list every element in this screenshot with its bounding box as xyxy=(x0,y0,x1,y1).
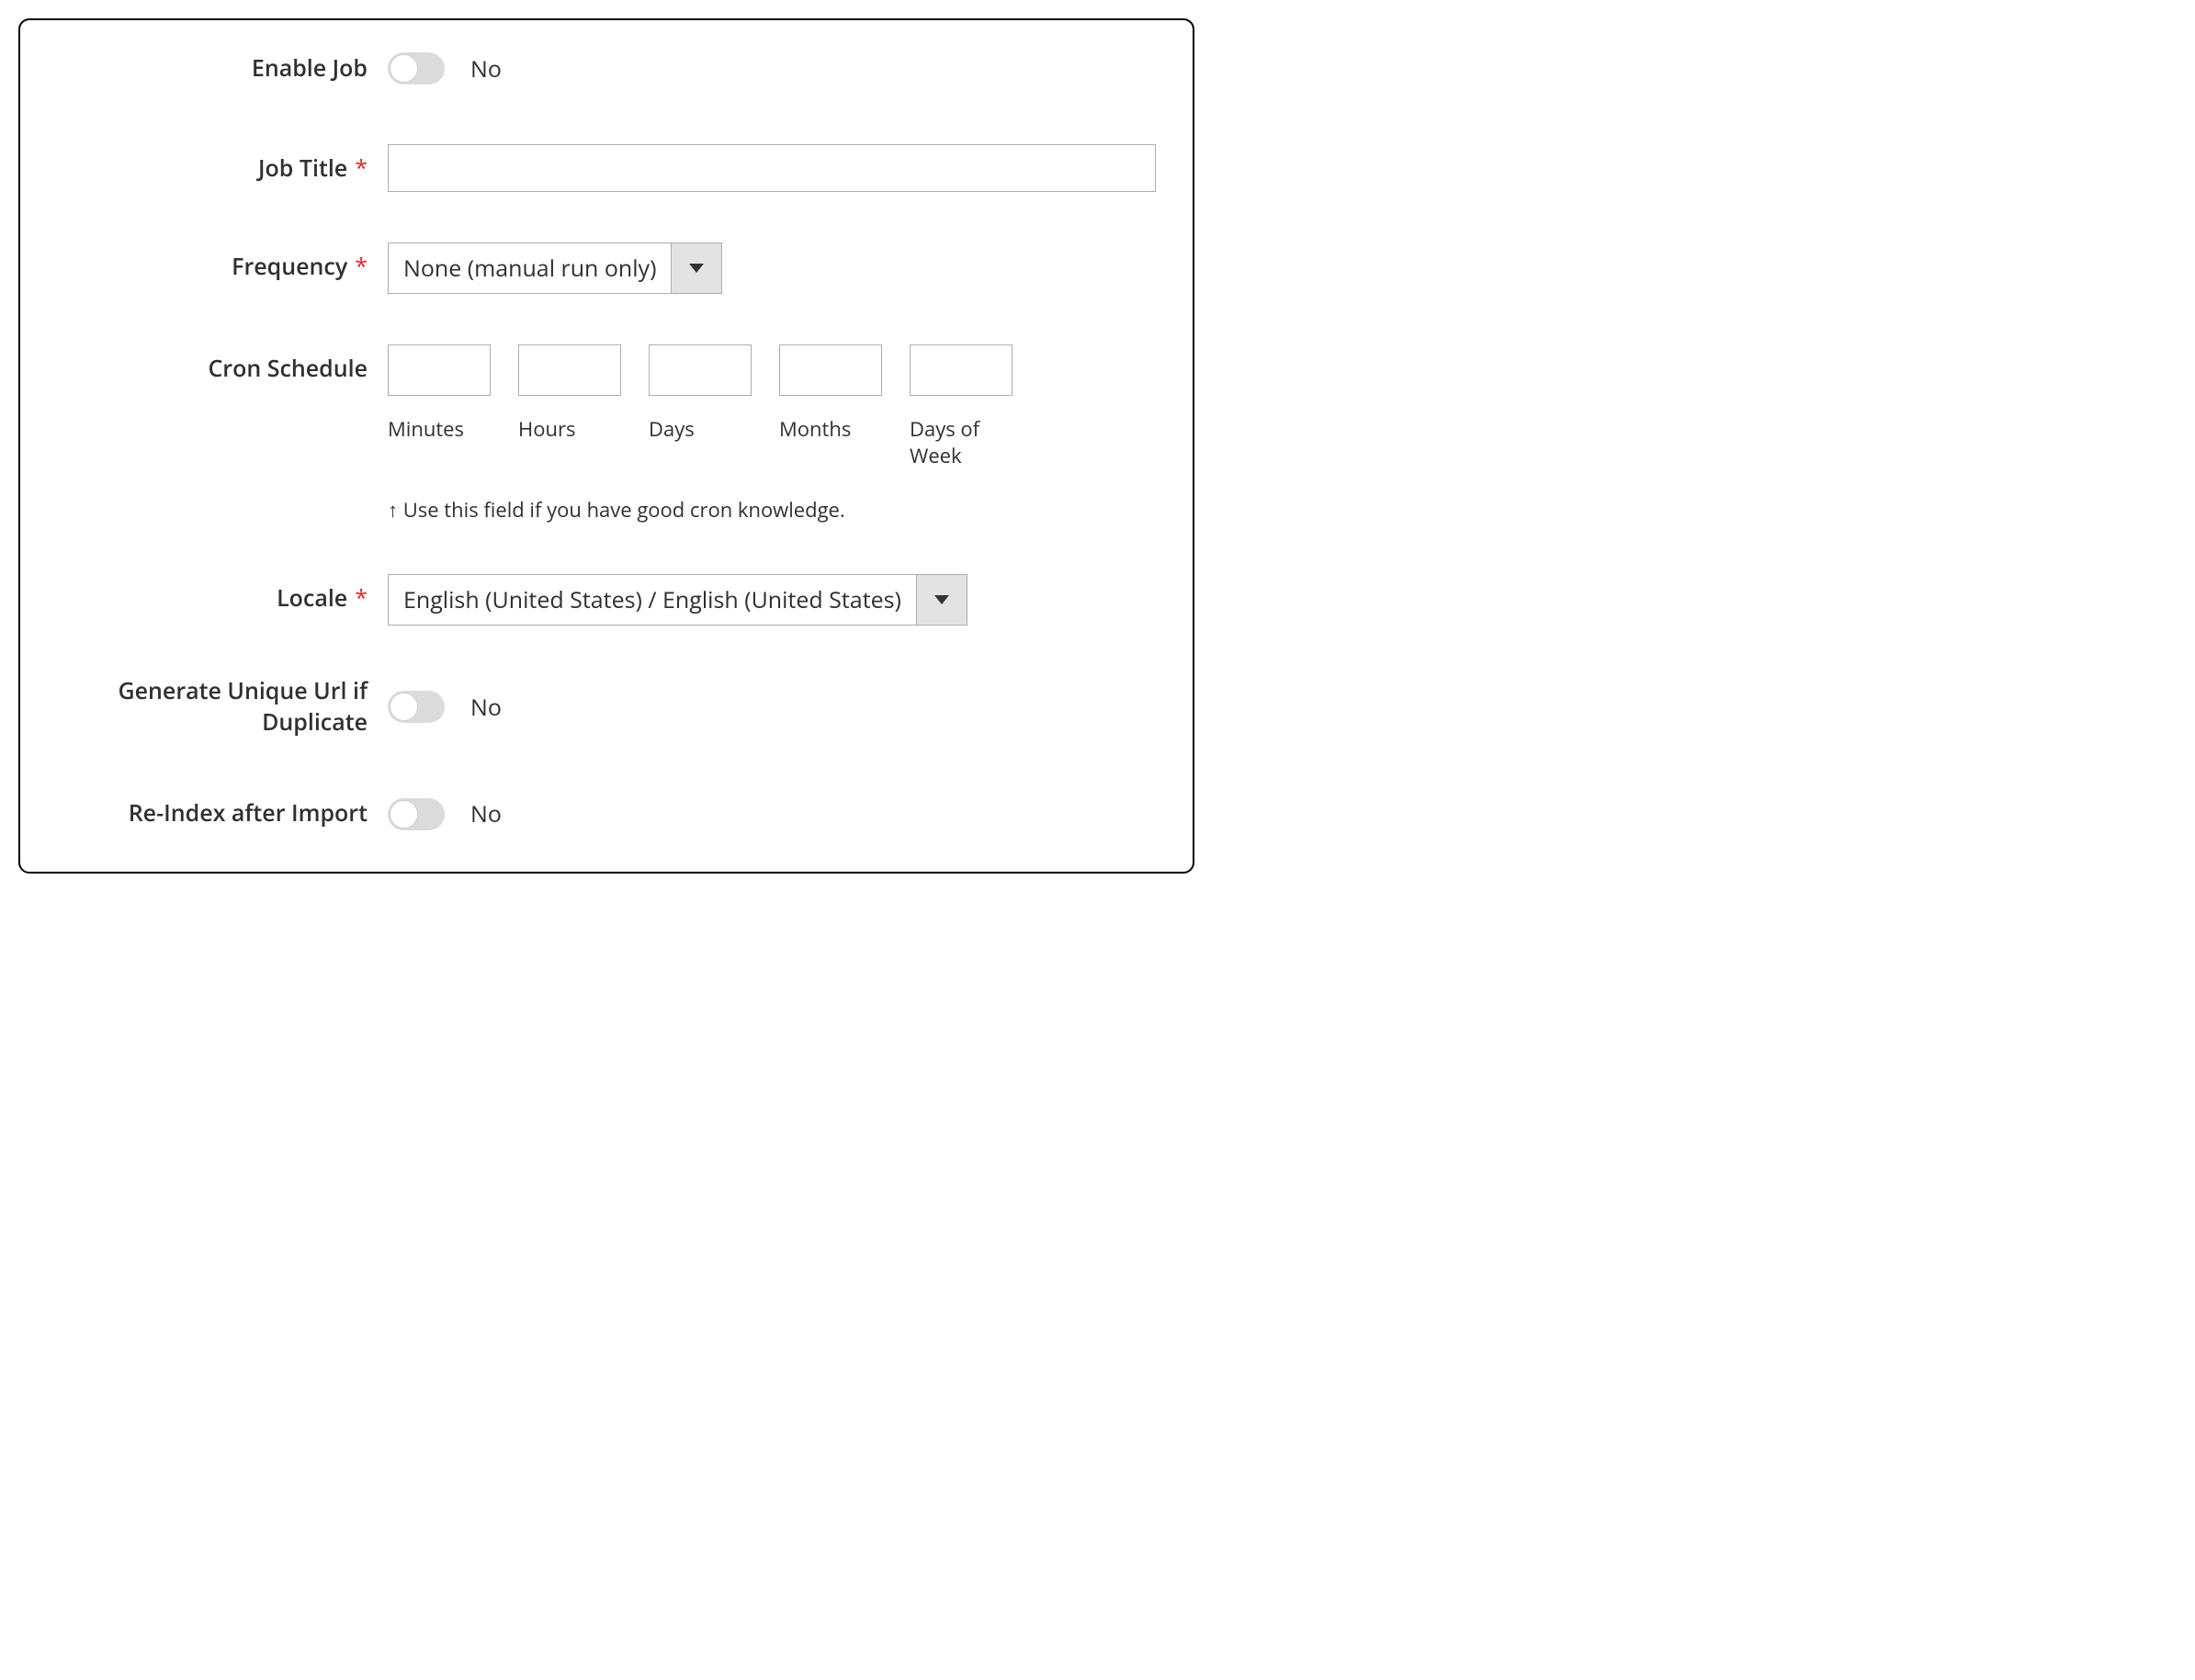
locale-label: Locale* xyxy=(57,574,388,614)
locale-select[interactable]: English (United States) / English (Unite… xyxy=(388,574,967,626)
cron-minutes-col: Minutes xyxy=(388,344,491,468)
generate-unique-url-value: No xyxy=(470,692,502,723)
frequency-select[interactable]: None (manual run only) xyxy=(388,242,722,294)
locale-value: English (United States) / English (Unite… xyxy=(388,574,916,626)
cron-dow-sublabel: Days of Week xyxy=(910,416,1013,468)
cron-hours-col: Hours xyxy=(518,344,621,468)
job-title-input[interactable] xyxy=(388,144,1156,192)
enable-job-label: Enable Job xyxy=(57,53,388,85)
field-enable-job: Enable Job No xyxy=(57,52,1156,85)
cron-schedule-label: Cron Schedule xyxy=(57,344,388,385)
enable-job-value: No xyxy=(470,53,502,85)
toggle-knob xyxy=(390,54,418,83)
cron-hours-input[interactable] xyxy=(518,344,621,396)
job-title-label: Job Title* xyxy=(57,144,388,185)
cron-months-col: Months xyxy=(779,344,882,468)
generate-unique-url-label: Generate Unique Url if Duplicate xyxy=(57,676,388,739)
cron-minutes-sublabel: Minutes xyxy=(388,416,491,443)
toggle-knob xyxy=(390,800,418,829)
cron-helper-note: ↑ Use this field if you have good cron k… xyxy=(388,496,1156,524)
field-frequency: Frequency* None (manual run only) xyxy=(57,242,1156,294)
dropdown-arrow-icon xyxy=(671,242,722,294)
generate-unique-url-toggle[interactable] xyxy=(388,691,445,723)
dropdown-arrow-icon xyxy=(916,574,967,626)
required-mark: * xyxy=(355,251,368,282)
reindex-label: Re-Index after Import xyxy=(57,798,388,829)
cron-days-sublabel: Days xyxy=(649,416,752,443)
job-settings-form: Enable Job No Job Title* Frequency* None… xyxy=(18,18,1194,874)
field-job-title: Job Title* xyxy=(57,144,1156,192)
cron-minutes-input[interactable] xyxy=(388,344,491,396)
cron-months-sublabel: Months xyxy=(779,416,882,443)
reindex-value: No xyxy=(470,798,502,829)
cron-months-input[interactable] xyxy=(779,344,882,396)
field-cron-schedule: Cron Schedule Minutes Hours Days Months xyxy=(57,344,1156,524)
frequency-label: Frequency* xyxy=(57,242,388,283)
enable-job-toggle[interactable] xyxy=(388,52,445,85)
required-mark: * xyxy=(355,152,368,184)
field-generate-unique-url: Generate Unique Url if Duplicate No xyxy=(57,676,1156,739)
frequency-value: None (manual run only) xyxy=(388,242,671,294)
reindex-toggle[interactable] xyxy=(388,798,445,830)
cron-dow-col: Days of Week xyxy=(910,344,1013,468)
cron-inputs-group: Minutes Hours Days Months Days of Week xyxy=(388,344,1156,468)
cron-hours-sublabel: Hours xyxy=(518,416,621,443)
required-mark: * xyxy=(355,582,368,614)
cron-days-col: Days xyxy=(649,344,752,468)
toggle-knob xyxy=(390,693,418,721)
field-locale: Locale* English (United States) / Englis… xyxy=(57,574,1156,626)
cron-dow-input[interactable] xyxy=(910,344,1013,396)
cron-days-input[interactable] xyxy=(649,344,752,396)
field-reindex: Re-Index after Import No xyxy=(57,798,1156,830)
